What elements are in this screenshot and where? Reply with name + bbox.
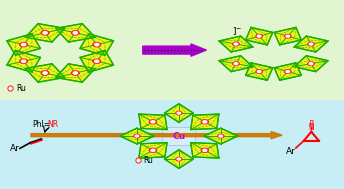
Circle shape xyxy=(22,43,26,46)
Polygon shape xyxy=(191,143,219,158)
Polygon shape xyxy=(246,63,273,80)
Polygon shape xyxy=(139,143,167,158)
Polygon shape xyxy=(80,34,114,55)
Circle shape xyxy=(257,70,261,73)
Circle shape xyxy=(233,42,239,46)
Text: Ru: Ru xyxy=(143,156,153,165)
Polygon shape xyxy=(294,56,328,72)
Circle shape xyxy=(134,134,140,138)
Circle shape xyxy=(95,60,99,62)
Polygon shape xyxy=(294,36,328,52)
Circle shape xyxy=(43,32,47,34)
Text: R: R xyxy=(309,120,314,129)
Circle shape xyxy=(308,62,314,65)
Polygon shape xyxy=(7,50,40,72)
Circle shape xyxy=(234,43,238,45)
Polygon shape xyxy=(80,50,114,72)
Circle shape xyxy=(41,31,49,35)
Polygon shape xyxy=(56,24,95,42)
Polygon shape xyxy=(274,27,301,45)
Circle shape xyxy=(177,112,181,114)
Circle shape xyxy=(20,43,28,47)
Circle shape xyxy=(256,70,262,73)
Circle shape xyxy=(43,72,47,74)
Polygon shape xyxy=(164,104,193,122)
Circle shape xyxy=(201,120,208,124)
Circle shape xyxy=(256,34,262,38)
Text: NR: NR xyxy=(47,120,58,129)
Polygon shape xyxy=(191,114,219,130)
FancyArrow shape xyxy=(31,132,282,139)
Polygon shape xyxy=(246,27,273,45)
FancyArrow shape xyxy=(143,44,206,56)
Polygon shape xyxy=(120,128,154,144)
Circle shape xyxy=(93,43,100,47)
Circle shape xyxy=(284,70,291,73)
Polygon shape xyxy=(139,114,167,130)
Circle shape xyxy=(72,31,79,35)
Circle shape xyxy=(309,63,313,65)
Circle shape xyxy=(177,158,181,160)
Polygon shape xyxy=(25,24,65,42)
Text: ]$^{-}$: ]$^{-}$ xyxy=(232,25,243,37)
Circle shape xyxy=(135,135,139,137)
Polygon shape xyxy=(219,56,253,72)
Circle shape xyxy=(176,111,182,115)
Circle shape xyxy=(308,42,314,46)
Circle shape xyxy=(22,60,26,62)
Text: PhI=: PhI= xyxy=(33,120,51,129)
Circle shape xyxy=(286,35,290,37)
Circle shape xyxy=(149,148,157,152)
Circle shape xyxy=(286,70,290,73)
Circle shape xyxy=(201,148,208,152)
Circle shape xyxy=(95,43,99,46)
Polygon shape xyxy=(164,150,193,168)
Circle shape xyxy=(73,72,77,74)
Polygon shape xyxy=(274,63,301,80)
Circle shape xyxy=(203,149,207,151)
Text: Ar: Ar xyxy=(10,144,20,153)
Bar xyxy=(0,0,344,100)
Circle shape xyxy=(257,35,261,37)
Text: N: N xyxy=(309,123,314,132)
Circle shape xyxy=(176,157,182,161)
Polygon shape xyxy=(162,127,195,145)
Text: Ru: Ru xyxy=(17,84,26,93)
Circle shape xyxy=(72,71,79,75)
Circle shape xyxy=(233,62,239,65)
Circle shape xyxy=(219,135,223,137)
Circle shape xyxy=(284,34,291,38)
Text: Cu: Cu xyxy=(172,132,185,141)
Text: Ar: Ar xyxy=(286,147,295,156)
Circle shape xyxy=(151,149,155,151)
Circle shape xyxy=(20,59,28,63)
Circle shape xyxy=(93,59,100,63)
Polygon shape xyxy=(7,34,40,55)
Polygon shape xyxy=(204,128,238,144)
Circle shape xyxy=(203,121,207,123)
Polygon shape xyxy=(219,36,253,52)
Circle shape xyxy=(309,43,313,45)
Circle shape xyxy=(234,63,238,65)
Polygon shape xyxy=(25,64,65,82)
Circle shape xyxy=(73,32,77,34)
Circle shape xyxy=(218,134,224,138)
Polygon shape xyxy=(56,64,95,82)
Circle shape xyxy=(41,71,49,75)
Circle shape xyxy=(151,121,155,123)
Bar xyxy=(0,100,344,189)
Circle shape xyxy=(149,120,157,124)
